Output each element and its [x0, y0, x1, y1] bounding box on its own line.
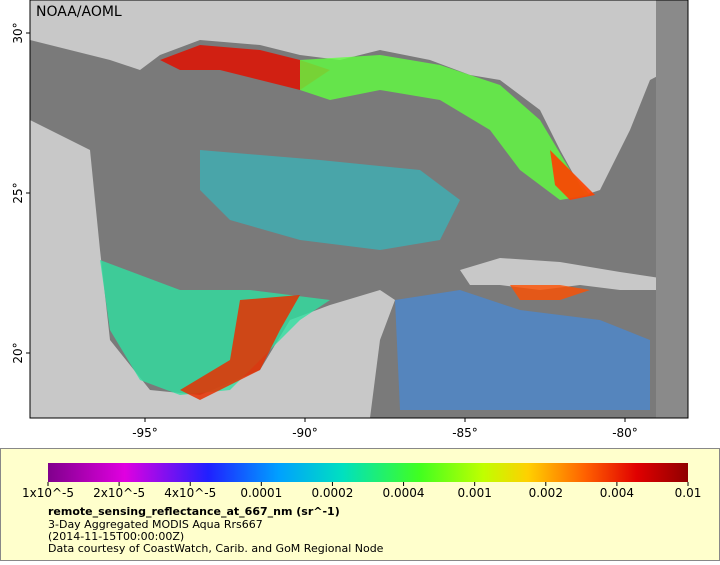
lon-tick-label: -85° [452, 426, 478, 440]
land-mexico [30, 120, 395, 418]
lon-tick-label: -95° [132, 426, 158, 440]
shelf-mid [300, 55, 590, 200]
colorbar-label: 0.0004 [383, 486, 425, 500]
colorbar-label: 0.004 [600, 486, 634, 500]
shelf-west [100, 260, 330, 395]
colorbar-label: 0.0001 [240, 486, 282, 500]
colorbar-label: 0.001 [457, 486, 491, 500]
colorbar-label: 0.002 [529, 486, 563, 500]
lat-axis: 20° 25° 30° [11, 22, 30, 364]
colorbar-label: 0.0002 [311, 486, 353, 500]
colorbar-label: 4x10^-5 [164, 486, 216, 500]
colorbar-labels: 1x10^-5 2x10^-5 4x10^-5 0.0001 0.0002 0.0004 0… [22, 482, 701, 500]
caption-source: Data courtesy of CoastWatch, Carib. and … [48, 542, 384, 555]
caption-variable: remote_sensing_reflectance_at_667_nm (sr… [48, 505, 340, 518]
caption-time: (2014-11-15T00:00:00Z) [48, 530, 184, 543]
colorbar-label: 2x10^-5 [93, 486, 145, 500]
open-gulf [200, 150, 460, 250]
credit: NOAA/AOML [36, 4, 122, 20]
lon-axis: -95° -90° -85° -80° [132, 418, 638, 440]
lon-tick-label: -90° [292, 426, 318, 440]
caribbean [395, 290, 650, 410]
land-north [30, 0, 688, 195]
colorbar [48, 463, 688, 482]
no-data [656, 0, 688, 418]
map: NOAA/AOML [29, 0, 689, 419]
coastal-high [180, 295, 300, 400]
lat-tick-label: 25° [11, 182, 25, 203]
colorbar-label: 1x10^-5 [22, 486, 74, 500]
lat-tick-label: 20° [11, 342, 25, 363]
coastal-high [160, 45, 330, 90]
lat-tick-label: 30° [11, 22, 25, 43]
colorbar-label: 0.01 [675, 486, 702, 500]
map-frame [29, 0, 689, 419]
lon-tick-label: -80° [612, 426, 638, 440]
coastal-high [510, 285, 590, 300]
caption-product: 3-Day Aggregated MODIS Aqua Rrs667 [48, 518, 263, 531]
land-cuba [460, 258, 660, 290]
coastal-high [550, 150, 595, 200]
